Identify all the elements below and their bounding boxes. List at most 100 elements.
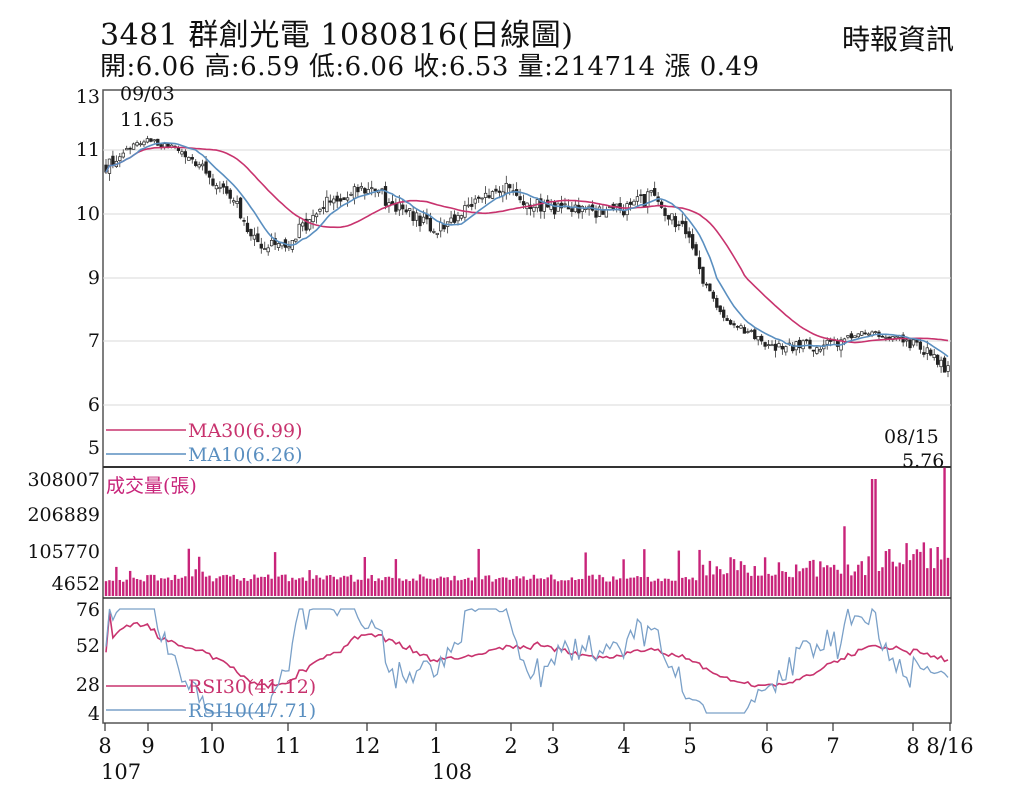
candle-body	[452, 214, 457, 223]
x-tick-label: 5	[683, 734, 696, 758]
volume-bar	[777, 562, 781, 596]
volume-bar	[498, 577, 501, 596]
volume-bar	[501, 577, 505, 596]
volume-bar	[601, 577, 605, 596]
volume-bar	[698, 549, 701, 596]
candle-body	[242, 220, 246, 222]
candle-body	[777, 343, 781, 348]
volume-bar	[460, 579, 463, 596]
candle-body	[421, 216, 426, 223]
volume-bar	[301, 577, 304, 596]
volume-bar	[508, 579, 511, 596]
volume-bar	[549, 574, 553, 596]
volume-bar	[522, 576, 525, 596]
candle-body	[145, 138, 150, 143]
price-y-tick: 11	[76, 139, 100, 161]
volume-bar	[836, 569, 839, 596]
candle-body	[815, 347, 819, 354]
volume-bar	[632, 577, 636, 596]
candle-body	[849, 333, 854, 339]
candle-body	[404, 209, 408, 213]
volume-bar	[622, 559, 625, 596]
volume-bar	[701, 564, 705, 596]
candle-body	[825, 339, 829, 345]
candle-body	[190, 157, 194, 160]
volume-bar	[242, 578, 246, 596]
candle-body	[570, 208, 574, 212]
volume-bar	[870, 479, 874, 596]
volume-bar	[587, 575, 591, 596]
volume-bar	[311, 578, 315, 596]
volume-bar	[149, 574, 153, 596]
rsi10-line	[105, 607, 949, 714]
volume-bar	[650, 581, 653, 596]
volume-bar	[180, 577, 184, 596]
annotation-low-date: 08/15	[884, 426, 939, 448]
candle-body	[639, 194, 643, 197]
volume-bar	[536, 578, 539, 596]
volume-bar	[736, 570, 739, 596]
x-tick-label: 2	[504, 734, 517, 758]
volume-bar	[318, 577, 322, 596]
candle-body	[459, 215, 464, 219]
candle-body	[128, 147, 132, 150]
volume-bar	[939, 559, 943, 596]
volume-bar	[763, 557, 767, 596]
volume-bar	[556, 581, 560, 596]
price-y-tick: 9	[88, 267, 100, 289]
volume-bar	[639, 577, 643, 596]
volume-bar	[770, 575, 774, 596]
candle-body	[780, 345, 785, 350]
candle-body	[539, 198, 543, 212]
candle-body	[366, 189, 370, 194]
volume-y-tick: 105770	[27, 541, 100, 563]
candle-body	[204, 161, 208, 174]
candle-body	[846, 335, 850, 338]
candle-body	[573, 204, 577, 213]
volume-bar	[667, 578, 670, 596]
volume-bar	[656, 578, 660, 596]
volume-bar	[273, 552, 277, 596]
candle-body	[259, 243, 263, 249]
volume-bar	[184, 576, 187, 596]
candle-body	[183, 151, 188, 158]
candle-body	[411, 211, 415, 221]
volume-bar	[349, 574, 353, 596]
volume-bar	[211, 581, 215, 596]
volume-bar	[339, 577, 342, 596]
volume-bar	[815, 576, 819, 596]
candle-body	[287, 246, 291, 249]
candle-body	[432, 231, 436, 233]
volume-bar	[646, 576, 649, 596]
candle-body	[756, 336, 760, 341]
volume-bar	[784, 571, 788, 596]
volume-bar	[118, 579, 122, 596]
candle-body	[435, 232, 439, 235]
candle-body	[749, 330, 753, 332]
volume-y-tick: 308007	[27, 469, 100, 491]
volume-bar	[156, 580, 159, 596]
volume-bar	[905, 543, 908, 596]
volume-bar	[832, 564, 836, 596]
volume-title: 成交量(張)	[106, 475, 197, 497]
volume-bar	[681, 577, 684, 596]
candle-body	[207, 170, 212, 178]
volume-bar	[415, 580, 418, 596]
candle-body	[673, 216, 678, 228]
candle-body	[197, 164, 201, 168]
volume-bar	[853, 571, 857, 596]
chart-frame	[102, 89, 952, 724]
volume-bar	[356, 579, 360, 596]
volume-bar	[912, 554, 915, 596]
volume-bar	[791, 577, 794, 596]
volume-bar	[284, 574, 287, 596]
candle-body	[273, 238, 277, 245]
candle-body	[483, 192, 488, 198]
volume-bar	[574, 580, 577, 596]
candle-body	[711, 291, 715, 299]
annotation-high-value: 11.65	[120, 109, 174, 131]
volume-bar	[463, 579, 467, 596]
x-tick-label: 8	[98, 734, 111, 758]
candle-body	[194, 161, 198, 166]
volume-bar	[805, 567, 808, 596]
